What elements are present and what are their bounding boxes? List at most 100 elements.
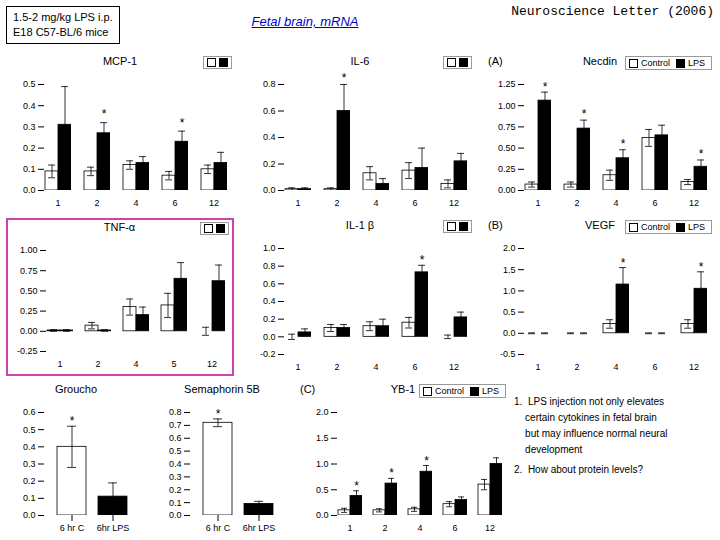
- svg-text:0.2: 0.2: [23, 476, 36, 486]
- svg-text:*: *: [543, 80, 548, 94]
- svg-text:0.2: 0.2: [23, 143, 36, 153]
- svg-text:0.00: 0.00: [20, 326, 38, 336]
- svg-text:4: 4: [373, 198, 378, 208]
- svg-text:6 hr C: 6 hr C: [60, 523, 85, 533]
- svg-text:12: 12: [207, 359, 217, 369]
- svg-text:2: 2: [334, 198, 339, 208]
- svg-text:0.6: 0.6: [263, 279, 276, 289]
- svg-text:6 hr C: 6 hr C: [206, 523, 231, 533]
- svg-text:1: 1: [57, 359, 62, 369]
- svg-text:0.6: 0.6: [263, 106, 276, 116]
- svg-text:6: 6: [452, 523, 457, 533]
- svg-text:0.6: 0.6: [23, 407, 36, 417]
- svg-text:1.00: 1.00: [498, 101, 516, 111]
- svg-text:*: *: [621, 256, 626, 270]
- svg-text:1.00: 1.00: [20, 245, 38, 255]
- svg-text:1.25: 1.25: [498, 79, 516, 89]
- svg-text:1: 1: [295, 198, 300, 208]
- svg-text:4: 4: [133, 198, 138, 208]
- svg-text:0.5: 0.5: [169, 446, 182, 456]
- svg-text:*: *: [582, 107, 587, 121]
- svg-text:2: 2: [382, 523, 387, 533]
- svg-text:0.0: 0.0: [263, 185, 276, 195]
- svg-text:-0.5: -0.5: [500, 349, 516, 359]
- svg-text:1: 1: [347, 523, 352, 533]
- svg-text:1.5: 1.5: [316, 433, 329, 443]
- svg-text:0.5: 0.5: [23, 79, 36, 89]
- svg-text:4: 4: [613, 198, 618, 208]
- svg-text:2: 2: [334, 362, 339, 372]
- svg-text:0.5: 0.5: [316, 485, 329, 495]
- svg-text:0.1: 0.1: [23, 164, 36, 174]
- svg-text:0.75: 0.75: [498, 122, 516, 132]
- svg-text:5: 5: [171, 359, 176, 369]
- svg-text:1.0: 1.0: [263, 243, 276, 253]
- svg-text:*: *: [354, 479, 359, 493]
- svg-text:0.0: 0.0: [316, 510, 329, 520]
- svg-text:1: 1: [295, 362, 300, 372]
- svg-text:*: *: [180, 116, 185, 130]
- svg-text:0.00: 0.00: [498, 185, 516, 195]
- svg-text:0.4: 0.4: [23, 101, 36, 111]
- svg-text:0.0: 0.0: [23, 185, 36, 195]
- svg-text:0.8: 0.8: [169, 407, 182, 417]
- svg-text:0.2: 0.2: [263, 314, 276, 324]
- svg-text:6: 6: [652, 362, 657, 372]
- svg-text:0.2: 0.2: [169, 485, 182, 495]
- svg-text:*: *: [420, 253, 425, 267]
- svg-text:12: 12: [449, 198, 459, 208]
- svg-text:2: 2: [94, 198, 99, 208]
- svg-text:2.0: 2.0: [316, 407, 329, 417]
- svg-text:-0.25: -0.25: [17, 346, 38, 356]
- svg-text:*: *: [102, 107, 107, 121]
- svg-text:4: 4: [417, 523, 422, 533]
- svg-text:2: 2: [574, 198, 579, 208]
- svg-text:1.0: 1.0: [503, 286, 516, 296]
- svg-text:4: 4: [373, 362, 378, 372]
- svg-text:0.3: 0.3: [169, 472, 182, 482]
- svg-text:0.1: 0.1: [23, 493, 36, 503]
- svg-text:6: 6: [172, 198, 177, 208]
- svg-text:6hr LPS: 6hr LPS: [243, 523, 276, 533]
- svg-text:0.7: 0.7: [169, 420, 182, 430]
- svg-text:1: 1: [535, 198, 540, 208]
- svg-text:0.0: 0.0: [23, 510, 36, 520]
- svg-text:12: 12: [449, 362, 459, 372]
- svg-text:0.6: 0.6: [169, 433, 182, 443]
- svg-text:12: 12: [689, 362, 699, 372]
- svg-text:0.75: 0.75: [20, 266, 38, 276]
- svg-text:1: 1: [55, 198, 60, 208]
- svg-text:*: *: [70, 414, 75, 428]
- svg-text:*: *: [424, 454, 429, 468]
- svg-text:4: 4: [613, 362, 618, 372]
- svg-text:2.0: 2.0: [503, 243, 516, 253]
- svg-text:12: 12: [689, 198, 699, 208]
- svg-text:*: *: [216, 407, 221, 421]
- svg-text:0.8: 0.8: [263, 79, 276, 89]
- svg-text:0.0: 0.0: [503, 328, 516, 338]
- svg-text:-0.2: -0.2: [260, 349, 276, 359]
- svg-text:0.0: 0.0: [263, 332, 276, 342]
- svg-text:0.3: 0.3: [23, 459, 36, 469]
- svg-text:0.4: 0.4: [169, 459, 182, 469]
- svg-text:1: 1: [535, 362, 540, 372]
- svg-text:0.3: 0.3: [23, 122, 36, 132]
- svg-text:6: 6: [652, 198, 657, 208]
- svg-text:0.0: 0.0: [169, 510, 182, 520]
- svg-text:0.4: 0.4: [263, 296, 276, 306]
- svg-text:0.2: 0.2: [263, 159, 276, 169]
- svg-text:0.25: 0.25: [20, 306, 38, 316]
- svg-text:0.4: 0.4: [263, 132, 276, 142]
- svg-text:*: *: [389, 466, 394, 480]
- svg-text:6: 6: [412, 362, 417, 372]
- svg-text:2: 2: [95, 359, 100, 369]
- svg-text:0.5: 0.5: [23, 425, 36, 435]
- svg-text:12: 12: [485, 523, 495, 533]
- svg-text:0.50: 0.50: [498, 143, 516, 153]
- svg-text:*: *: [699, 260, 704, 274]
- svg-text:0.8: 0.8: [263, 261, 276, 271]
- svg-text:2: 2: [574, 362, 579, 372]
- svg-text:0.25: 0.25: [498, 164, 516, 174]
- svg-text:4: 4: [133, 359, 138, 369]
- svg-text:1.0: 1.0: [316, 459, 329, 469]
